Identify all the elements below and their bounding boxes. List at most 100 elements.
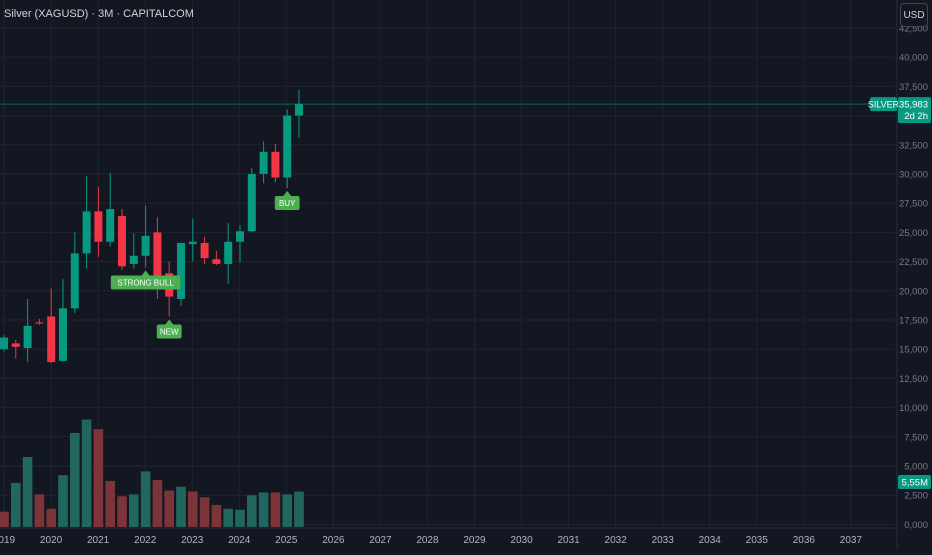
symbol-badge-text: SILVER <box>868 100 900 110</box>
candle-body <box>59 308 67 361</box>
x-axis[interactable]: 2019 2020 2021 2022 2023 2024 2025 2026 2027 2028… <box>0 535 862 546</box>
candle-body <box>0 337 8 350</box>
volume-bars <box>0 419 304 527</box>
volume-bar <box>199 497 210 527</box>
candle-body <box>247 174 256 232</box>
signal-label-box <box>110 275 181 290</box>
y-tick-label: 20,000 <box>899 286 928 297</box>
y-tick-label: 42,500 <box>899 24 928 35</box>
y-tick-label: 12,500 <box>899 374 928 385</box>
last-price-text: 35,983 <box>899 100 928 111</box>
last-price-badge <box>898 97 931 124</box>
x-tick-label: 2022 <box>134 535 157 546</box>
candle-body <box>106 209 115 242</box>
x-tick-label: 2024 <box>228 535 251 546</box>
x-tick-label: 2030 <box>510 535 533 546</box>
volume-bar <box>176 486 186 527</box>
x-tick-label: 2029 <box>463 535 486 546</box>
candle-body <box>224 241 233 264</box>
volume-bar <box>105 480 115 527</box>
candle-body <box>118 216 126 267</box>
signal-label-arrow <box>141 270 150 276</box>
volume-bar <box>70 432 80 527</box>
volume-bar <box>11 482 21 527</box>
candle-body <box>35 322 44 324</box>
y-tick-label: 32,500 <box>899 140 928 151</box>
x-tick-label: 2021 <box>87 535 110 546</box>
candle-body <box>295 103 303 116</box>
symbol-badge <box>870 97 897 112</box>
candle-body <box>47 316 56 363</box>
candle-body <box>283 115 292 178</box>
volume-bar <box>270 492 281 527</box>
volume-bar <box>93 429 104 527</box>
y-axis[interactable]: 42,50040,00037,50035,00032,50030,00027,5… <box>899 24 928 531</box>
volume-bar <box>58 475 68 527</box>
candle-body <box>94 211 103 242</box>
x-tick-label: 2019 <box>0 535 16 546</box>
signal-label: NEW <box>156 319 182 339</box>
candles <box>0 89 303 364</box>
signal-label-text: BUY <box>279 199 296 208</box>
volume-bar <box>247 495 257 527</box>
chart-title: Silver (XAGUSD) · 3M · CAPITALCOM <box>4 8 194 20</box>
volume-bar <box>34 494 45 527</box>
candle-body <box>200 242 209 259</box>
x-tick-label: 2023 <box>181 535 204 546</box>
y-tick-label: 27,500 <box>899 199 928 210</box>
y-tick-label: 5,000 <box>904 462 928 473</box>
y-tick-label: 17,500 <box>899 316 928 327</box>
candle-body <box>141 235 150 256</box>
y-tick-label: 0,000 <box>904 520 928 531</box>
y-tick-label: 25,000 <box>899 228 928 239</box>
candle-body <box>236 231 244 242</box>
candle-body <box>259 151 268 174</box>
x-tick-label: 2026 <box>322 535 345 546</box>
y-tick-label: 22,500 <box>899 257 928 268</box>
y-tick-label: 2,500 <box>904 491 928 502</box>
x-tick-label: 2037 <box>840 535 863 546</box>
y-tick-label: 15,000 <box>899 345 928 356</box>
y-tick-label: 7,500 <box>904 432 928 443</box>
grid-lines <box>0 0 898 550</box>
candle-body <box>129 255 138 264</box>
x-tick-label: 2034 <box>699 535 722 546</box>
signal-annotations: STRONG BULL NEW BUY <box>110 191 300 339</box>
x-tick-label: 2033 <box>652 535 675 546</box>
x-tick-label: 2020 <box>40 535 63 546</box>
x-tick-label: 2036 <box>793 535 816 546</box>
x-tick-label: 2025 <box>275 535 298 546</box>
y-tick-label: 30,000 <box>899 170 928 181</box>
candle-body <box>82 211 91 254</box>
signal-label-text: STRONG BULL <box>117 278 174 287</box>
candle-body <box>23 325 32 349</box>
x-tick-label: 2035 <box>746 535 769 546</box>
volume-badge <box>898 475 931 489</box>
x-tick-label: 2031 <box>557 535 580 546</box>
signal-label-box <box>274 196 300 211</box>
volume-bar <box>258 492 269 527</box>
y-tick-label: 10,000 <box>899 403 928 414</box>
signal-label: BUY <box>274 191 300 211</box>
candle-body <box>70 253 79 309</box>
volume-bar <box>129 494 139 527</box>
currency-button[interactable]: USD <box>900 3 928 27</box>
volume-bar <box>282 494 292 527</box>
volume-bar <box>46 508 56 527</box>
signal-label: STRONG BULL <box>110 270 181 290</box>
signal-label-arrow <box>165 319 174 325</box>
candle-body <box>212 259 221 264</box>
signal-label-text: NEW <box>160 327 179 336</box>
candle-body <box>11 343 20 347</box>
volume-bar <box>235 509 245 527</box>
volume-bar <box>81 419 92 527</box>
candle-body <box>271 151 280 178</box>
volume-bar <box>22 456 33 527</box>
countdown-text: 2d 2h <box>904 111 928 122</box>
candle-body <box>188 241 197 245</box>
volume-bar <box>140 471 151 527</box>
volume-bar <box>0 511 9 527</box>
